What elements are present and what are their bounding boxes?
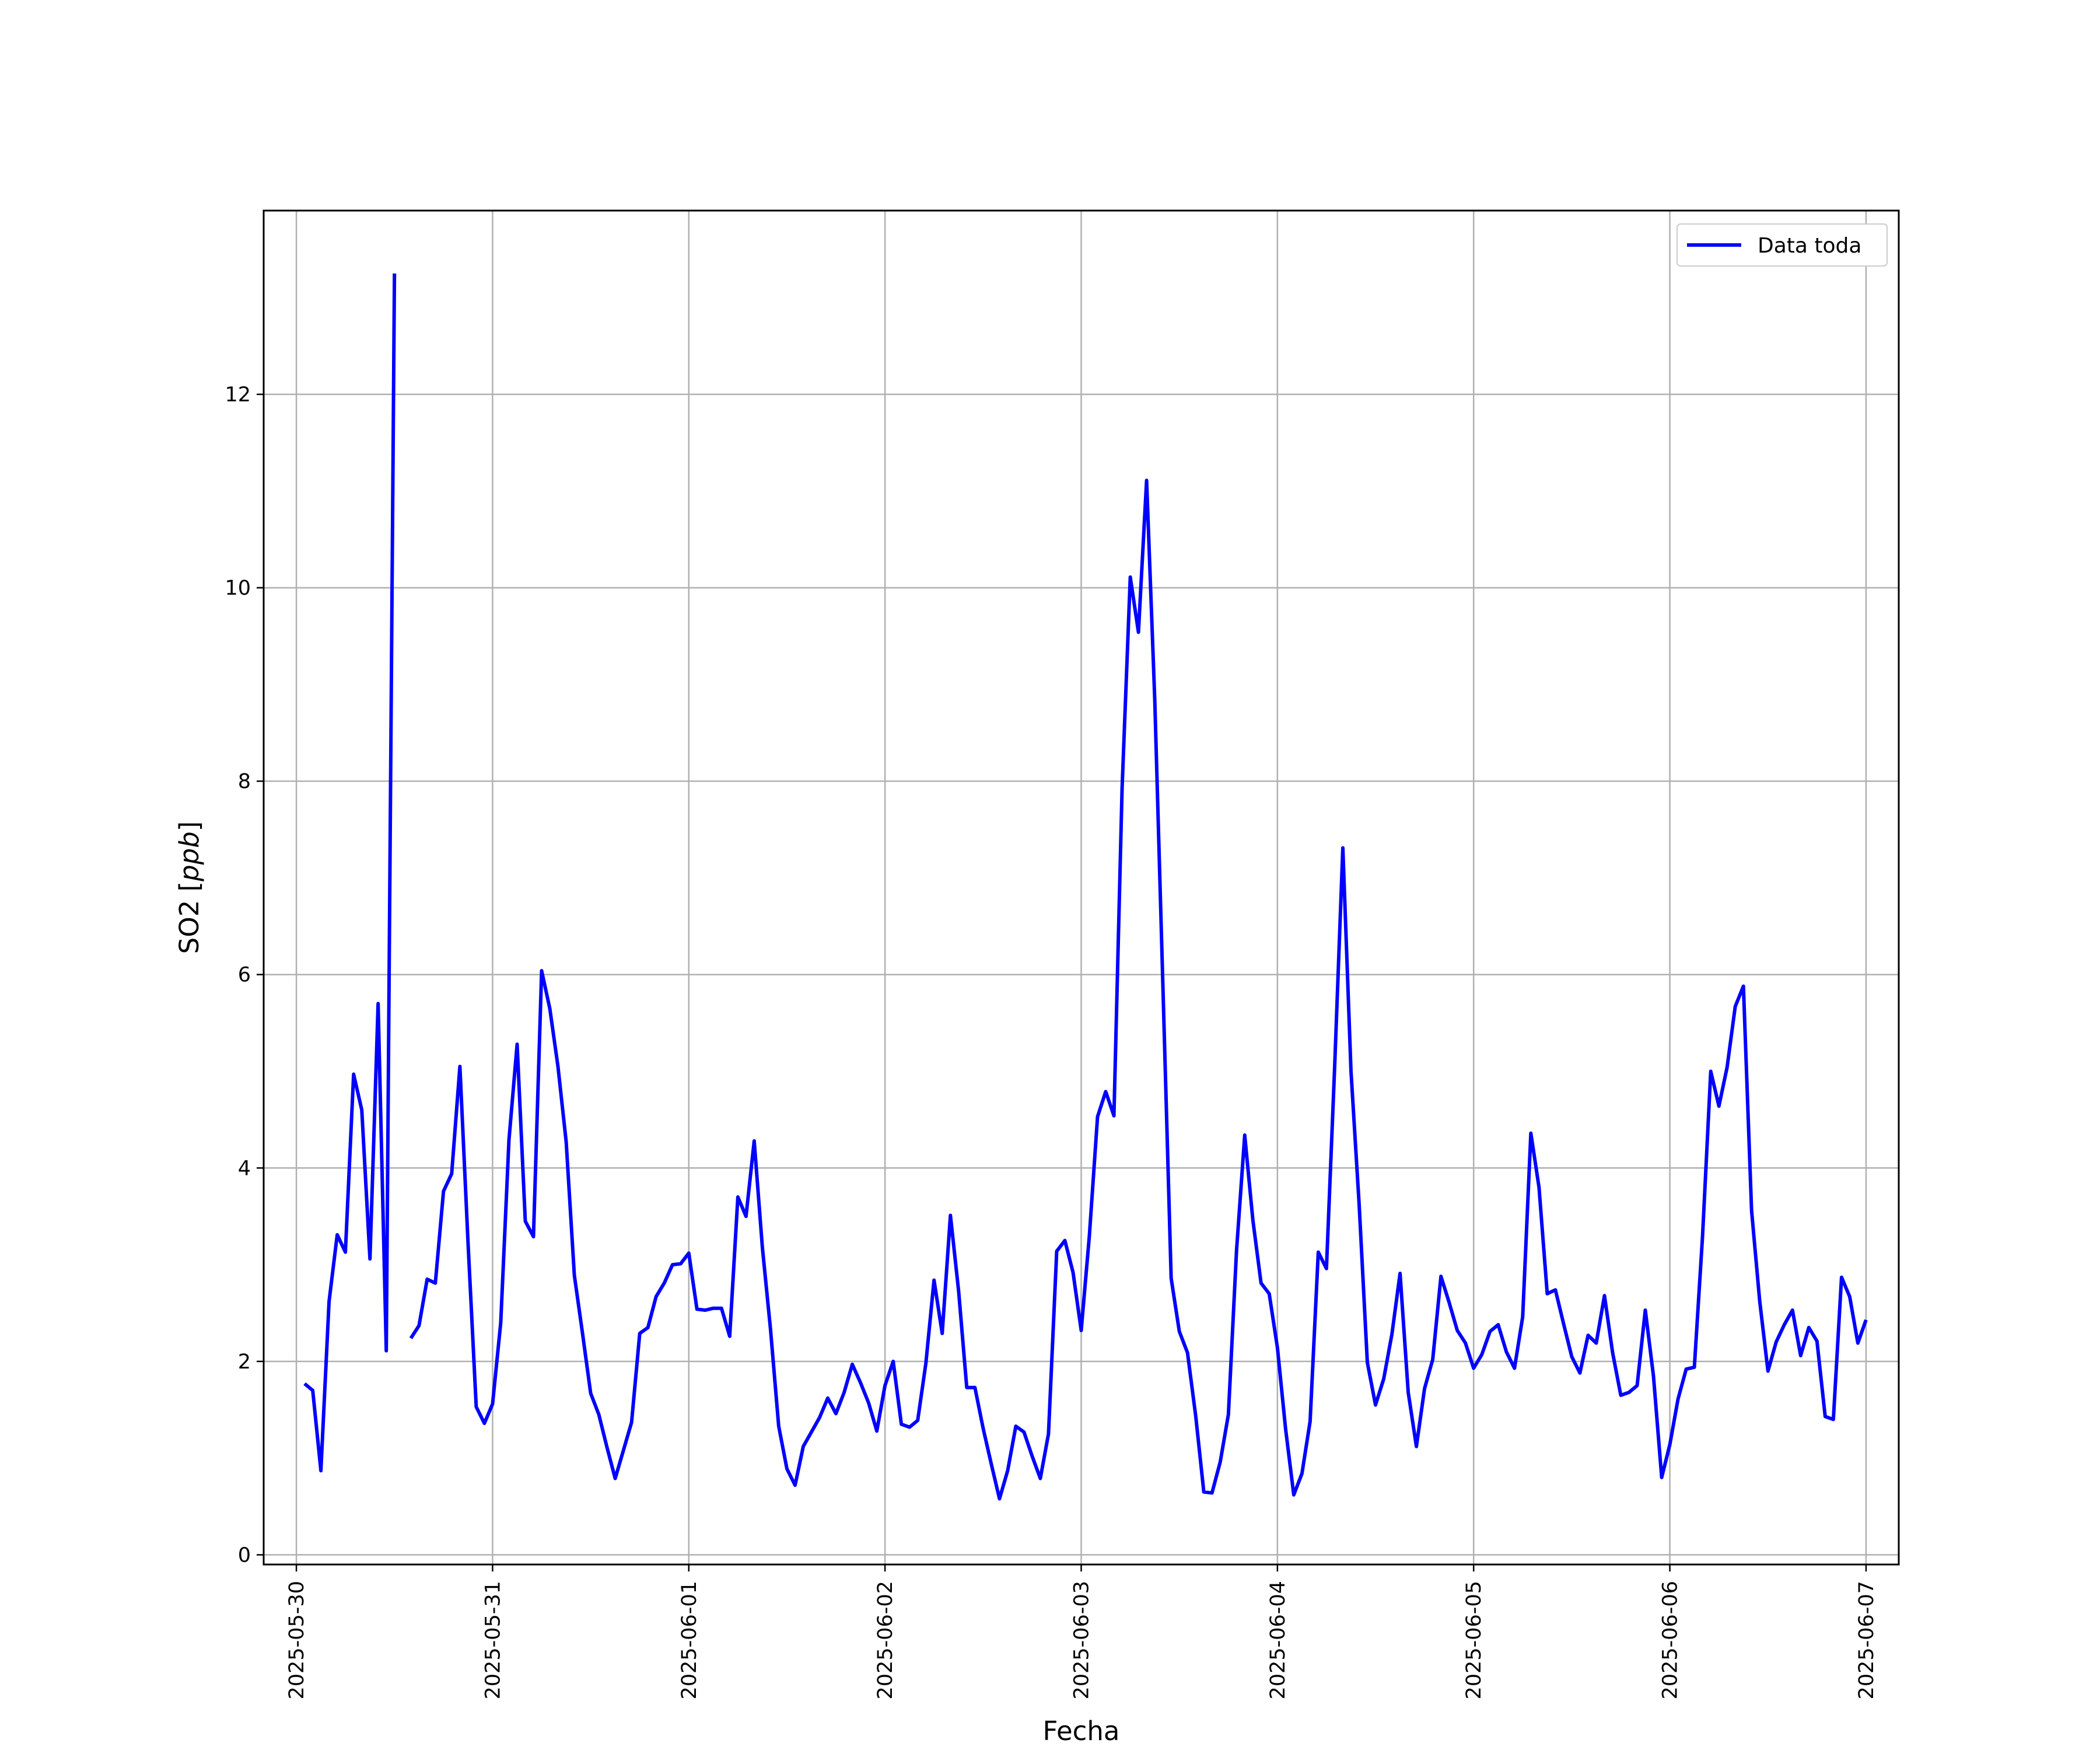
y-tick-label: 6	[238, 964, 251, 987]
legend: Data toda	[1676, 223, 1888, 267]
series-line-data-toda	[303, 273, 1868, 1501]
x-axis: 2025-05-30 2025-05-31 2025-06-01 2025-06-02…	[285, 1564, 1878, 1699]
y-axis-label-prefix: SO2 [	[174, 881, 205, 954]
x-axis-label: Fecha	[1043, 1716, 1120, 1746]
x-tick-label: 2025-06-05	[1462, 1581, 1486, 1699]
series-layer	[303, 273, 1868, 1501]
legend-label-data-toda: Data toda	[1758, 234, 1861, 258]
x-tick-label: 2025-05-31	[481, 1581, 505, 1699]
y-tick-label: 10	[225, 577, 251, 600]
x-tick-label: 2025-05-30	[285, 1581, 309, 1699]
x-tick-label: 2025-06-03	[1070, 1581, 1094, 1699]
x-tick-label: 2025-06-07	[1855, 1581, 1878, 1699]
x-tick-label: 2025-06-01	[678, 1581, 701, 1699]
legend-box	[1676, 223, 1888, 267]
y-axis-label-unit: ppb	[174, 831, 205, 882]
y-axis-label: SO2 [ppb]	[174, 821, 205, 954]
grid	[264, 211, 1899, 1564]
y-tick-label: 4	[238, 1157, 251, 1180]
x-tick-label: 2025-06-02	[874, 1581, 897, 1699]
y-tick-label: 0	[238, 1544, 251, 1567]
y-tick-label: 2	[238, 1350, 251, 1374]
y-axis: 0 2 4 6 8 10 12	[225, 383, 264, 1567]
x-tick-label: 2025-06-06	[1659, 1581, 1682, 1699]
x-tick-label: 2025-06-04	[1266, 1581, 1290, 1699]
y-axis-label-suffix: ]	[174, 821, 205, 832]
y-tick-label: 8	[238, 770, 251, 793]
y-tick-label: 12	[225, 383, 251, 407]
